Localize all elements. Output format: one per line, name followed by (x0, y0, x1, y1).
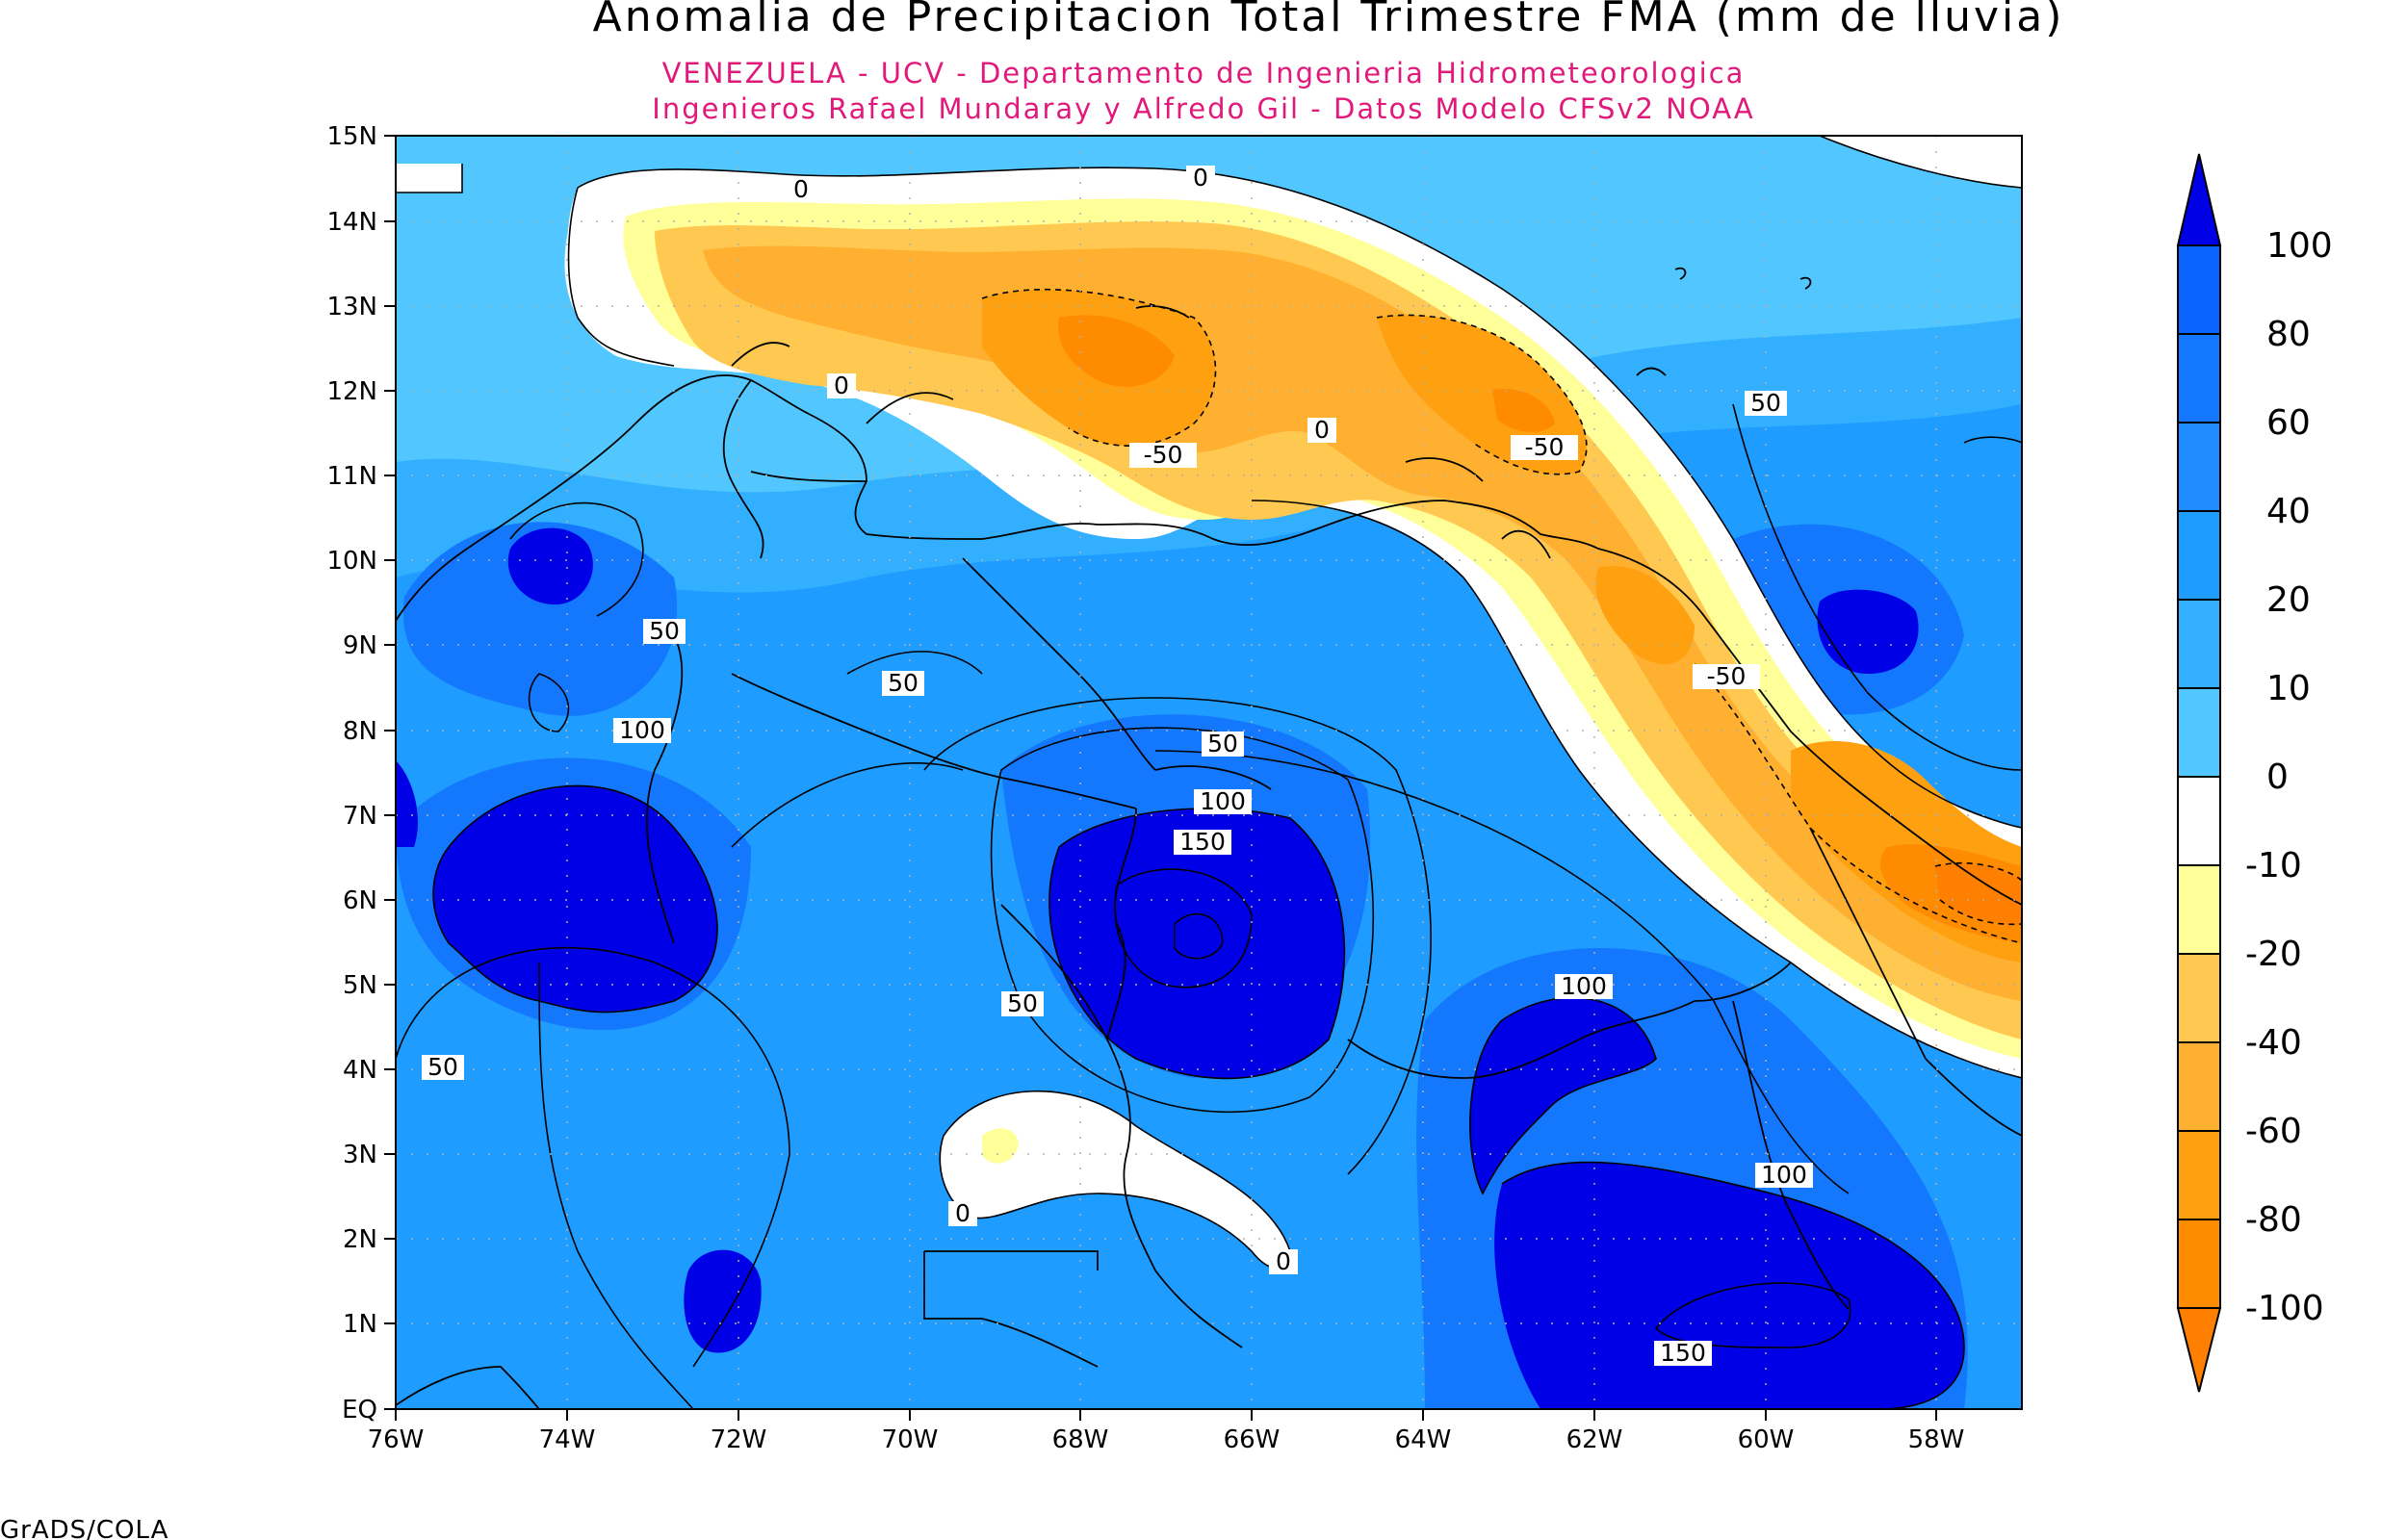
contour-label: 50 (643, 617, 686, 645)
contour-label: 0 (1269, 1247, 1298, 1275)
svg-text:0: 0 (834, 372, 849, 399)
colorbar-label: 80 (2266, 315, 2311, 354)
lon-label: 60W (1738, 1425, 1795, 1454)
svg-text:-50: -50 (1707, 662, 1747, 690)
contour-value-labels: 0 0 0 0 0 0 -50 -50 -50 50 50 50 50 50 5… (422, 164, 1813, 1367)
svg-text:150: 150 (1660, 1339, 1706, 1367)
lon-label: 74W (539, 1425, 596, 1454)
contour-label: 0 (1307, 416, 1336, 444)
svg-text:0: 0 (1314, 416, 1330, 444)
svg-text:50: 50 (1007, 989, 1038, 1017)
svg-text:-50: -50 (1525, 433, 1565, 461)
svg-text:-50: -50 (1144, 441, 1183, 469)
colorbar-label: 100 (2266, 226, 2333, 266)
lat-label: EQ (342, 1396, 377, 1424)
plot-frame (395, 135, 2023, 1410)
contour-label: 50 (882, 669, 924, 697)
lat-label: 13N (326, 293, 377, 321)
lon-label: 58W (1908, 1425, 1965, 1454)
lon-label: 64W (1395, 1425, 1452, 1454)
contour-label: 0 (1186, 164, 1215, 192)
colorbar-label: -60 (2245, 1112, 2302, 1151)
contour-label: -50 (1693, 662, 1760, 690)
lat-label: 11N (326, 462, 377, 491)
colorbar-label: 40 (2266, 492, 2311, 531)
footer-credit: GrADS/COLA (0, 1516, 168, 1540)
contour-label: 0 (948, 1199, 977, 1227)
svg-text:0: 0 (793, 175, 809, 203)
svg-text:50: 50 (888, 669, 919, 697)
lat-label: 10N (326, 547, 377, 576)
lon-label: 68W (1052, 1425, 1109, 1454)
lat-label: 3N (343, 1141, 377, 1169)
lat-label: 8N (343, 717, 377, 746)
lat-label: 6N (343, 886, 377, 915)
colorbar-min-arrow (2176, 1307, 2222, 1393)
colorbar-label: 10 (2266, 669, 2311, 708)
lon-label: 72W (711, 1425, 767, 1454)
lat-label: 12N (326, 377, 377, 406)
svg-text:0: 0 (1276, 1247, 1291, 1275)
contour-label: 0 (787, 175, 815, 203)
lat-label: 4N (343, 1056, 377, 1085)
lat-label: 9N (343, 631, 377, 660)
svg-text:50: 50 (1207, 730, 1238, 757)
svg-text:100: 100 (1561, 972, 1607, 1000)
svg-text:0: 0 (1193, 164, 1208, 192)
contour-label: 150 (1654, 1339, 1712, 1367)
colorbar-label: -20 (2245, 935, 2302, 974)
svg-text:50: 50 (649, 617, 680, 645)
contour-label: -50 (1511, 433, 1578, 461)
contour-label: 100 (1194, 787, 1252, 815)
colorbar-label: 60 (2266, 403, 2311, 443)
axis-ticks (384, 135, 1937, 1421)
latitude-labels: EQ 1N 2N 3N 4N 5N 6N 7N 8N 9N 10N 11N 12… (326, 122, 377, 1424)
contour-label: 100 (1555, 972, 1613, 1000)
colorbar-max-arrow (2176, 153, 2222, 246)
lat-label: 15N (326, 122, 377, 151)
subtitle-line-1: VENEZUELA - UCV - Departamento de Ingeni… (662, 57, 1746, 90)
colorbar-label: -40 (2245, 1023, 2302, 1063)
svg-text:150: 150 (1179, 828, 1226, 856)
lat-label: 14N (326, 208, 377, 237)
contour-label: 50 (1001, 989, 1044, 1017)
longitude-labels: 76W 74W 72W 70W 68W 66W 64W 62W 60W 58W (368, 1425, 1965, 1454)
contour-label: 100 (1755, 1161, 1813, 1189)
lat-label: 1N (343, 1310, 377, 1339)
svg-text:0: 0 (955, 1199, 971, 1227)
map-title: Anomalia de Precipitacion Total Trimestr… (593, 0, 2065, 41)
colorbar-label: 20 (2266, 580, 2311, 620)
svg-text:50: 50 (427, 1053, 458, 1081)
colorbar-label: -10 (2245, 846, 2302, 886)
contour-label: 50 (422, 1053, 464, 1081)
contour-label: 100 (613, 716, 671, 744)
svg-text:100: 100 (619, 716, 665, 744)
contour-label: 50 (1745, 389, 1787, 417)
contour-label: 150 (1174, 828, 1231, 856)
contour-label: 50 (1202, 730, 1244, 757)
colorbar-label: 0 (2266, 757, 2289, 797)
lon-label: 76W (368, 1425, 425, 1454)
lat-label: 5N (343, 971, 377, 1000)
shaded-anomaly-field (396, 136, 2022, 1409)
svg-text:100: 100 (1200, 787, 1246, 815)
subtitle-line-2: Ingenieros Rafael Mundaray y Alfredo Gil… (652, 92, 1754, 125)
lon-label: 62W (1566, 1425, 1623, 1454)
lon-label: 70W (882, 1425, 939, 1454)
lat-label: 7N (343, 802, 377, 831)
lon-label: 66W (1224, 1425, 1281, 1454)
lat-label: 2N (343, 1225, 377, 1254)
svg-text:100: 100 (1761, 1161, 1807, 1189)
colorbar-label: -100 (2245, 1289, 2324, 1328)
colorbar: 100 80 60 40 20 10 0 -10 -20 -40 -60 -80… (2176, 153, 2333, 1393)
coastlines-borders (396, 267, 2022, 1409)
contour-label: -50 (1129, 441, 1197, 469)
colorbar-label: -80 (2245, 1200, 2302, 1240)
svg-text:50: 50 (1750, 389, 1781, 417)
contour-label: 0 (827, 372, 856, 399)
